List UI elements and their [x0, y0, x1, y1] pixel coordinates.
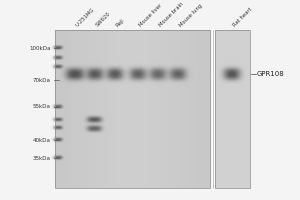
Text: Raji: Raji — [115, 18, 125, 28]
Text: Mouse liver: Mouse liver — [138, 3, 163, 28]
Text: SW620: SW620 — [95, 11, 112, 28]
Text: U-251MG: U-251MG — [75, 7, 96, 28]
Text: 55kDa: 55kDa — [33, 104, 51, 110]
Bar — [55, 30, 210, 188]
Text: Mouse lung: Mouse lung — [178, 3, 203, 28]
Bar — [215, 30, 250, 188]
Text: GPR108: GPR108 — [257, 71, 285, 77]
Text: 70kDa: 70kDa — [33, 77, 51, 82]
Text: Rat heart: Rat heart — [232, 7, 253, 28]
Text: 100kDa: 100kDa — [29, 46, 51, 50]
Text: 40kDa: 40kDa — [33, 138, 51, 142]
Text: Mouse brain: Mouse brain — [158, 2, 184, 28]
Text: 35kDa: 35kDa — [33, 156, 51, 160]
